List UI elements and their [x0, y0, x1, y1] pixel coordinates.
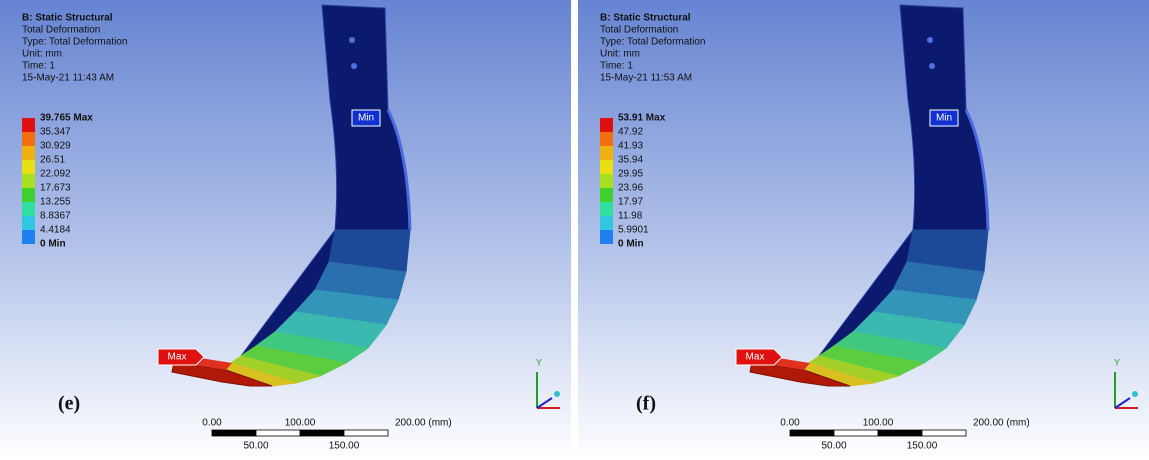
header-line: Time: 1	[600, 61, 633, 72]
scale-label: 0.00	[780, 418, 800, 429]
legend-label: 23.96	[618, 183, 643, 194]
legend-label: 13.255	[40, 197, 71, 208]
legend-swatch	[22, 174, 35, 188]
legend-swatch	[600, 174, 613, 188]
max-tag-box	[157, 348, 205, 366]
legend-label: 0 Min	[40, 239, 66, 250]
legend-swatch	[22, 230, 35, 244]
scale-label: 50.00	[243, 441, 268, 452]
legend-label: 47.92	[618, 127, 643, 138]
scale-label: 200.00 (mm)	[395, 418, 452, 429]
header-line: B: Static Structural	[22, 13, 113, 24]
hole	[929, 63, 935, 69]
triad-z	[536, 397, 553, 409]
legend-label: 0 Min	[618, 239, 644, 250]
triad-ball	[554, 391, 560, 397]
legend-label: 17.97	[618, 197, 643, 208]
scale-label: 200.00 (mm)	[973, 418, 1030, 429]
max-tag-box	[735, 348, 783, 366]
header-line: 15-May-21 11:43 AM	[22, 73, 114, 84]
scale-label: 50.00	[821, 441, 846, 452]
legend-swatch	[600, 216, 613, 230]
legend-swatch	[600, 230, 613, 244]
header-line: Total Deformation	[600, 25, 678, 36]
min-tag: Min	[936, 113, 952, 124]
legend-label: 17.673	[40, 183, 71, 194]
scale-label: 150.00	[907, 441, 938, 452]
header-line: Total Deformation	[22, 25, 100, 36]
max-tag: Max	[746, 352, 765, 363]
legend-swatch	[22, 202, 35, 216]
figure-label: (f)	[636, 393, 656, 415]
legend-label: 4.4184	[40, 225, 71, 236]
min-tag-box	[929, 109, 959, 127]
legend-label: 53.91 Max	[618, 113, 666, 124]
legend-label: 26.51	[40, 155, 65, 166]
header-line: Type: Total Deformation	[600, 37, 705, 48]
legend-swatch	[22, 132, 35, 146]
legend-swatch	[22, 118, 35, 132]
scale-segment	[833, 429, 879, 437]
header-line: 15-May-21 11:53 AM	[600, 73, 692, 84]
scale-label: 100.00	[863, 418, 894, 429]
scale-label: 0.00	[202, 418, 222, 429]
part-edge	[386, 109, 412, 231]
header-line: Type: Total Deformation	[22, 37, 127, 48]
triad-z	[1114, 397, 1131, 409]
hole	[927, 37, 933, 43]
legend-label: 5.9901	[618, 225, 649, 236]
scale-label: 100.00	[285, 418, 316, 429]
triad-ball	[1132, 391, 1138, 397]
legend-swatch	[600, 118, 613, 132]
legend-label: 39.765 Max	[40, 113, 93, 124]
triad-label: Y	[1114, 357, 1120, 367]
header-line: B: Static Structural	[600, 13, 691, 24]
legend-label: 11.98	[618, 211, 643, 222]
legend-swatch	[600, 202, 613, 216]
legend-swatch	[22, 160, 35, 174]
legend-swatch	[600, 146, 613, 160]
header-line: Time: 1	[22, 61, 55, 72]
legend-label: 35.94	[618, 155, 643, 166]
legend-label: 35.347	[40, 127, 71, 138]
viewport-background	[578, 0, 1149, 460]
legend-label: 22.092	[40, 169, 71, 180]
hole	[349, 37, 355, 43]
legend-swatch	[600, 188, 613, 202]
scale-segment	[921, 429, 967, 437]
legend-swatch	[22, 146, 35, 160]
scale-segment	[343, 429, 389, 437]
legend-label: 8.8367	[40, 211, 71, 222]
legend-label: 41.93	[618, 141, 643, 152]
scale-segment	[789, 429, 835, 437]
header-line: Unit: mm	[600, 49, 640, 60]
legend-swatch	[22, 216, 35, 230]
legend-swatch	[600, 160, 613, 174]
max-tag: Max	[168, 352, 187, 363]
scale-segment	[877, 429, 923, 437]
min-tag-box	[351, 109, 381, 127]
scale-segment	[211, 429, 257, 437]
figure-label: (e)	[58, 393, 80, 415]
hole	[351, 63, 357, 69]
viewport-background	[0, 0, 571, 460]
header-line: Unit: mm	[22, 49, 62, 60]
legend-swatch	[600, 132, 613, 146]
scale-segment	[299, 429, 345, 437]
legend-label: 29.95	[618, 169, 643, 180]
min-tag: Min	[358, 113, 374, 124]
legend-swatch	[22, 188, 35, 202]
scale-segment	[255, 429, 301, 437]
scale-label: 150.00	[329, 441, 360, 452]
legend-label: 30.929	[40, 141, 71, 152]
triad-label: Y	[536, 357, 542, 367]
part-edge	[964, 109, 990, 231]
